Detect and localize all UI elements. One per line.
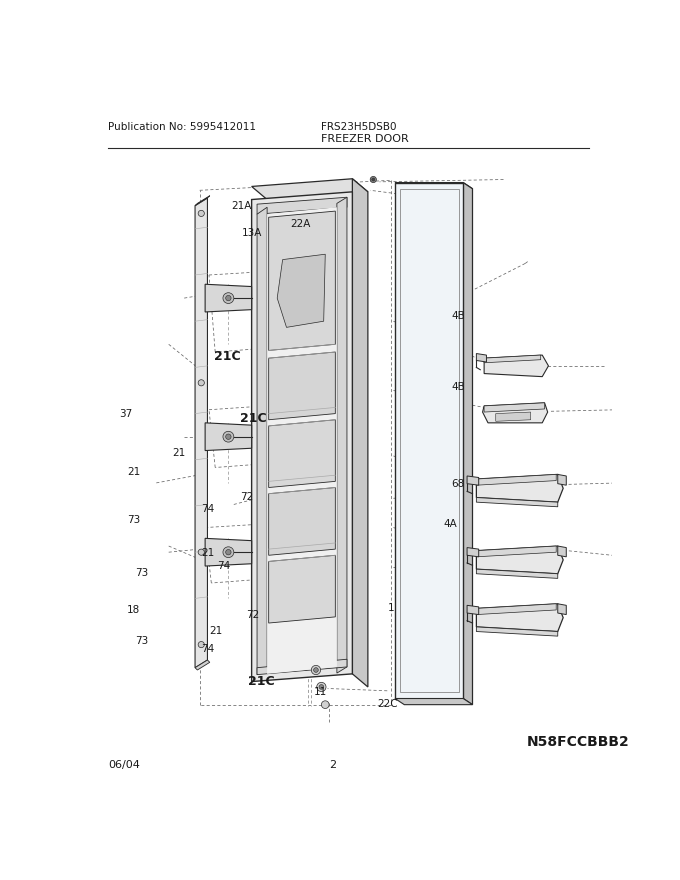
Polygon shape [477, 474, 563, 502]
Circle shape [198, 210, 205, 216]
Polygon shape [195, 195, 209, 206]
Polygon shape [269, 352, 335, 420]
Polygon shape [252, 179, 368, 200]
Text: 21: 21 [172, 448, 185, 458]
Text: 22C: 22C [377, 699, 398, 709]
Polygon shape [267, 207, 337, 674]
Text: 11: 11 [314, 686, 328, 697]
Polygon shape [257, 207, 267, 675]
Text: 21C: 21C [248, 675, 275, 688]
Polygon shape [195, 660, 209, 670]
Text: 68: 68 [452, 479, 464, 488]
Circle shape [223, 431, 234, 442]
Polygon shape [477, 627, 558, 636]
Circle shape [370, 176, 377, 183]
Polygon shape [484, 403, 545, 412]
Text: 72: 72 [245, 610, 259, 620]
Polygon shape [205, 284, 252, 312]
Text: 2: 2 [329, 759, 337, 770]
Text: 74: 74 [201, 644, 214, 654]
Polygon shape [269, 488, 335, 555]
Text: 37: 37 [119, 409, 133, 419]
Circle shape [322, 700, 329, 708]
Text: 18: 18 [127, 605, 140, 615]
Circle shape [226, 296, 231, 301]
Text: 06/04: 06/04 [108, 759, 140, 770]
Polygon shape [477, 546, 563, 574]
Polygon shape [558, 604, 566, 614]
Polygon shape [483, 403, 547, 423]
Polygon shape [277, 254, 325, 327]
Polygon shape [496, 412, 530, 422]
Polygon shape [395, 699, 473, 705]
Polygon shape [467, 476, 479, 485]
Text: 4A: 4A [443, 519, 457, 530]
Text: 21C: 21C [214, 350, 241, 363]
Polygon shape [337, 197, 347, 673]
Polygon shape [484, 355, 549, 377]
Text: FREEZER DOOR: FREEZER DOOR [322, 135, 409, 144]
Text: 21C: 21C [241, 412, 267, 425]
Polygon shape [205, 423, 252, 451]
Polygon shape [477, 474, 556, 485]
Circle shape [226, 549, 231, 555]
Text: Publication No: 5995412011: Publication No: 5995412011 [108, 122, 256, 132]
Circle shape [198, 549, 205, 555]
Polygon shape [195, 198, 207, 668]
Polygon shape [269, 420, 335, 488]
Text: 72: 72 [241, 492, 254, 502]
Text: 74: 74 [201, 503, 214, 514]
Polygon shape [467, 605, 479, 614]
Polygon shape [477, 604, 556, 614]
Text: 74: 74 [217, 561, 230, 571]
Text: 22A: 22A [290, 219, 311, 229]
Circle shape [313, 668, 318, 672]
Polygon shape [257, 197, 347, 214]
Polygon shape [477, 604, 563, 632]
Polygon shape [395, 182, 463, 699]
Polygon shape [269, 555, 335, 623]
Text: 4B: 4B [452, 382, 465, 392]
Text: N58FCCBBB2: N58FCCBBB2 [527, 735, 630, 749]
Text: FRS23H5DSB0: FRS23H5DSB0 [322, 122, 397, 132]
Circle shape [372, 178, 375, 181]
Polygon shape [558, 474, 566, 485]
Polygon shape [467, 547, 479, 557]
Text: 73: 73 [135, 568, 148, 578]
Text: 21: 21 [127, 466, 140, 476]
Polygon shape [463, 182, 473, 705]
Text: 21: 21 [201, 548, 214, 558]
Polygon shape [257, 659, 347, 675]
Text: 21A: 21A [231, 201, 252, 211]
Polygon shape [395, 182, 473, 188]
Polygon shape [477, 546, 556, 557]
Polygon shape [477, 354, 486, 362]
Text: 1: 1 [388, 604, 394, 613]
Polygon shape [477, 497, 558, 507]
Circle shape [317, 682, 326, 692]
Circle shape [198, 380, 205, 385]
Polygon shape [558, 546, 566, 557]
Text: 13A: 13A [242, 228, 262, 238]
Circle shape [311, 665, 320, 675]
Text: 4B: 4B [452, 311, 465, 320]
Text: 21: 21 [209, 626, 222, 635]
Text: 73: 73 [135, 636, 148, 646]
Circle shape [319, 685, 324, 689]
Text: 73: 73 [127, 516, 140, 525]
Polygon shape [477, 569, 558, 578]
Circle shape [223, 546, 234, 558]
Circle shape [226, 434, 231, 439]
Circle shape [223, 293, 234, 304]
Circle shape [198, 642, 205, 648]
Polygon shape [205, 539, 252, 566]
Polygon shape [269, 211, 335, 350]
Polygon shape [484, 355, 541, 363]
Polygon shape [252, 192, 352, 682]
Polygon shape [352, 179, 368, 687]
